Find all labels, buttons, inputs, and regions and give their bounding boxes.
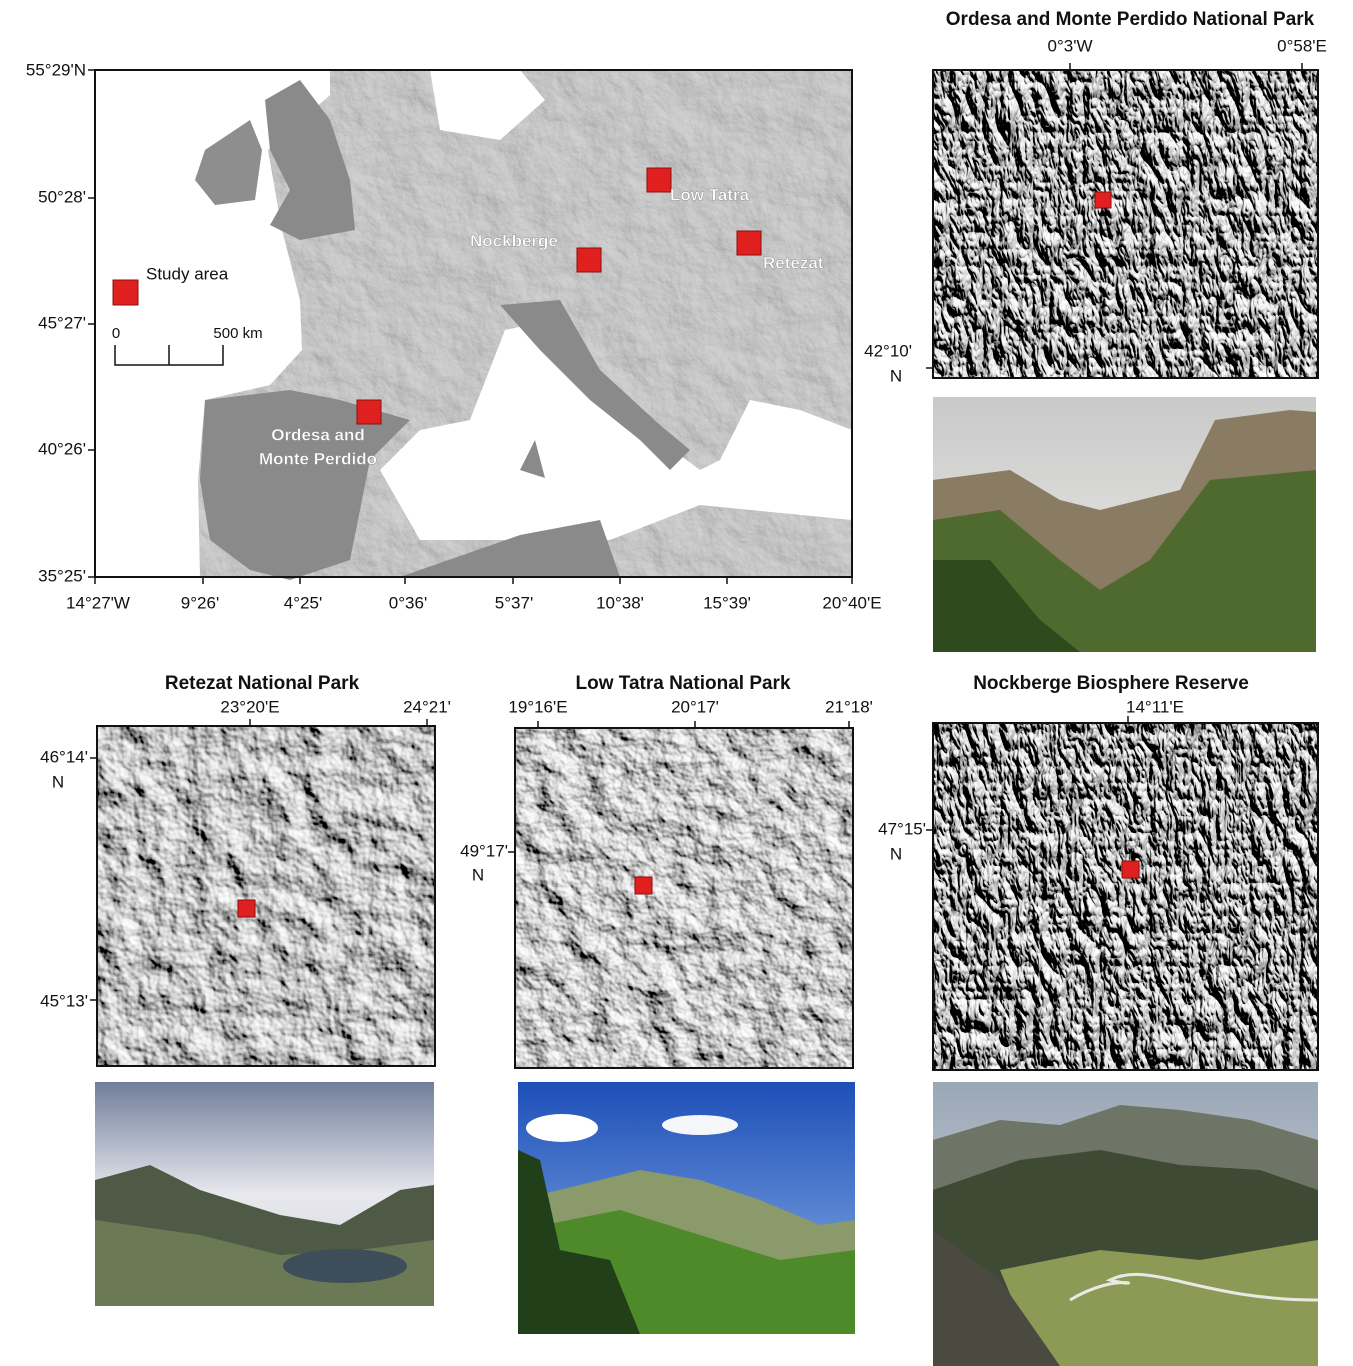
site-label: Ordesa and [271,425,365,444]
lon-label: 10°38' [596,593,644,612]
site-label: Low Tatra [670,185,750,204]
relief [515,728,853,1068]
photo [518,1082,855,1334]
lon-label: 24°21' [403,697,451,716]
panel-title: Ordesa and Monte Perdido National Park [946,9,1315,30]
lat-label: 46°14' [40,747,88,766]
site-marker [635,877,652,894]
legend-label: Study area [146,264,229,283]
photo [95,1082,434,1306]
site-label: Retezat [763,253,824,272]
site-marker [577,248,601,272]
hemisphere-label: N [890,366,902,385]
panel-nockberge: Nockberge Biosphere Reserve 14°11'E 47°1… [878,673,1318,1366]
overview-map: 55°29'N 50°28' 45°27' 40°26' 35°25' 14°2… [26,60,882,612]
scale-label: 500 km [213,325,262,342]
photo-shape [662,1115,738,1135]
site-marker [1122,861,1139,878]
lat-label: 42°10' [864,341,912,360]
hemisphere-label: N [472,865,484,884]
lon-label: 21°18' [825,697,873,716]
photo-shape [526,1114,598,1142]
site-label: Monte Perdido [259,449,377,468]
lon-label: 15°39' [703,593,751,612]
panel-title: Low Tatra National Park [575,673,790,694]
lon-label: 0°3'W [1048,36,1093,55]
lon-label: 19°16'E [508,697,567,716]
relief [933,70,1318,378]
lon-ticks [95,577,852,584]
lat-label: 55°29'N [26,60,86,79]
lon-label: 9°26' [181,593,219,612]
figure: 55°29'N 50°28' 45°27' 40°26' 35°25' 14°2… [0,0,1353,1366]
photo-shape [283,1249,407,1283]
site-marker [647,168,671,192]
lon-label: 20°17' [671,697,719,716]
hemisphere-label: N [52,772,64,791]
site-marker [238,900,255,917]
lat-ticks [88,70,95,577]
lon-label: 14°27'W [66,593,130,612]
site-marker [737,231,761,255]
lat-label: 35°25' [38,566,86,585]
lat-label: 40°26' [38,439,86,458]
relief [933,723,1318,1070]
scale-label: 0 [112,325,120,342]
lat-label: 50°28' [38,187,86,206]
panel-title: Retezat National Park [165,673,360,694]
lon-label: 23°20'E [220,697,279,716]
lat-label: 45°27' [38,313,86,332]
lat-label: 47°15' [878,819,926,838]
site-label: Nockberge [470,231,558,250]
panel-retezat: Retezat National Park 23°20'E 24°21' 46°… [40,673,451,1306]
photo [933,1082,1318,1366]
hemisphere-label: N [890,844,902,863]
site-marker [357,400,381,424]
lon-label: 0°58'E [1277,36,1327,55]
legend-marker [113,280,138,305]
lon-label: 20°40'E [822,593,881,612]
lon-label: 14°11'E [1126,697,1184,716]
site-marker [1095,192,1111,208]
lon-label: 4°25' [284,593,322,612]
panel-title: Nockberge Biosphere Reserve [973,673,1249,694]
lat-label: 49°17' [460,841,508,860]
relief [97,726,435,1066]
photo [933,397,1316,652]
panel-ordesa: Ordesa and Monte Perdido National Park 0… [864,9,1327,652]
lon-label: 5°37' [495,593,533,612]
panel-low-tatra: Low Tatra National Park 19°16'E 20°17' 2… [460,673,873,1334]
lon-label: 0°36' [389,593,427,612]
lat-label: 45°13' [40,991,88,1010]
